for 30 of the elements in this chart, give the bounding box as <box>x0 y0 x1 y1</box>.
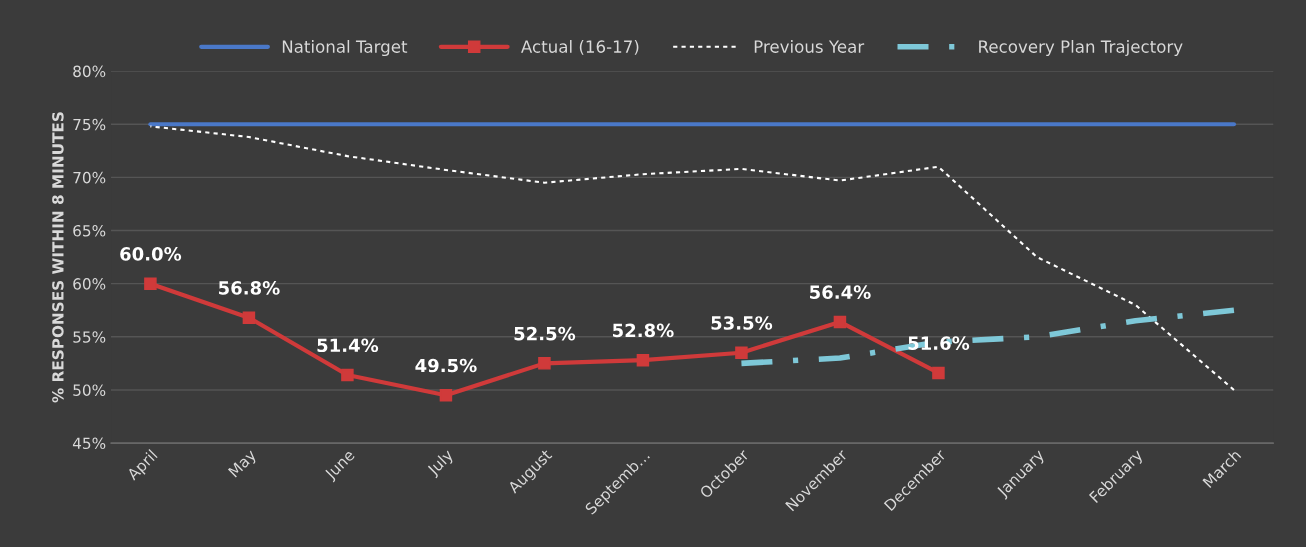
y-tick-label: 50% <box>73 384 106 396</box>
data-label: 60.0% <box>120 247 182 261</box>
data-label: 51.4% <box>317 338 379 353</box>
point <box>439 388 453 402</box>
y-tick-label: 65% <box>73 224 106 237</box>
point <box>144 277 157 290</box>
point <box>538 357 551 370</box>
y-tick-label: 75% <box>73 118 106 131</box>
legend-label: Previous Year <box>754 39 865 53</box>
y-tick-label: 45% <box>72 437 106 450</box>
point <box>636 353 650 367</box>
y-tick-label: 80% <box>73 65 106 78</box>
data-label: 49.5% <box>415 358 477 373</box>
y-tick-label: 55% <box>73 331 106 343</box>
y-tick-label: 70% <box>73 171 106 184</box>
data-label: 56.4% <box>810 285 871 299</box>
legend-label: National Target <box>282 39 408 57</box>
data-label: 56.8% <box>218 281 280 295</box>
y-tick-label: 60% <box>73 278 106 290</box>
legend-label: Recovery Plan Trajectory <box>979 39 1183 57</box>
point <box>932 366 945 380</box>
point <box>735 346 748 359</box>
data-label: 52.5% <box>514 326 576 341</box>
point <box>242 311 256 324</box>
data-label: 52.8% <box>613 323 674 338</box>
y-axis-title: % RESPONSES WITHIN 8 MINUTES <box>52 112 64 403</box>
point <box>833 315 847 329</box>
data-label: 53.5% <box>711 316 773 330</box>
point <box>341 368 354 382</box>
legend-label: Actual (16-17) <box>521 39 639 55</box>
